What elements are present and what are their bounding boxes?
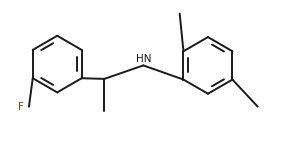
Text: F: F (18, 102, 24, 112)
Text: HN: HN (135, 55, 151, 65)
